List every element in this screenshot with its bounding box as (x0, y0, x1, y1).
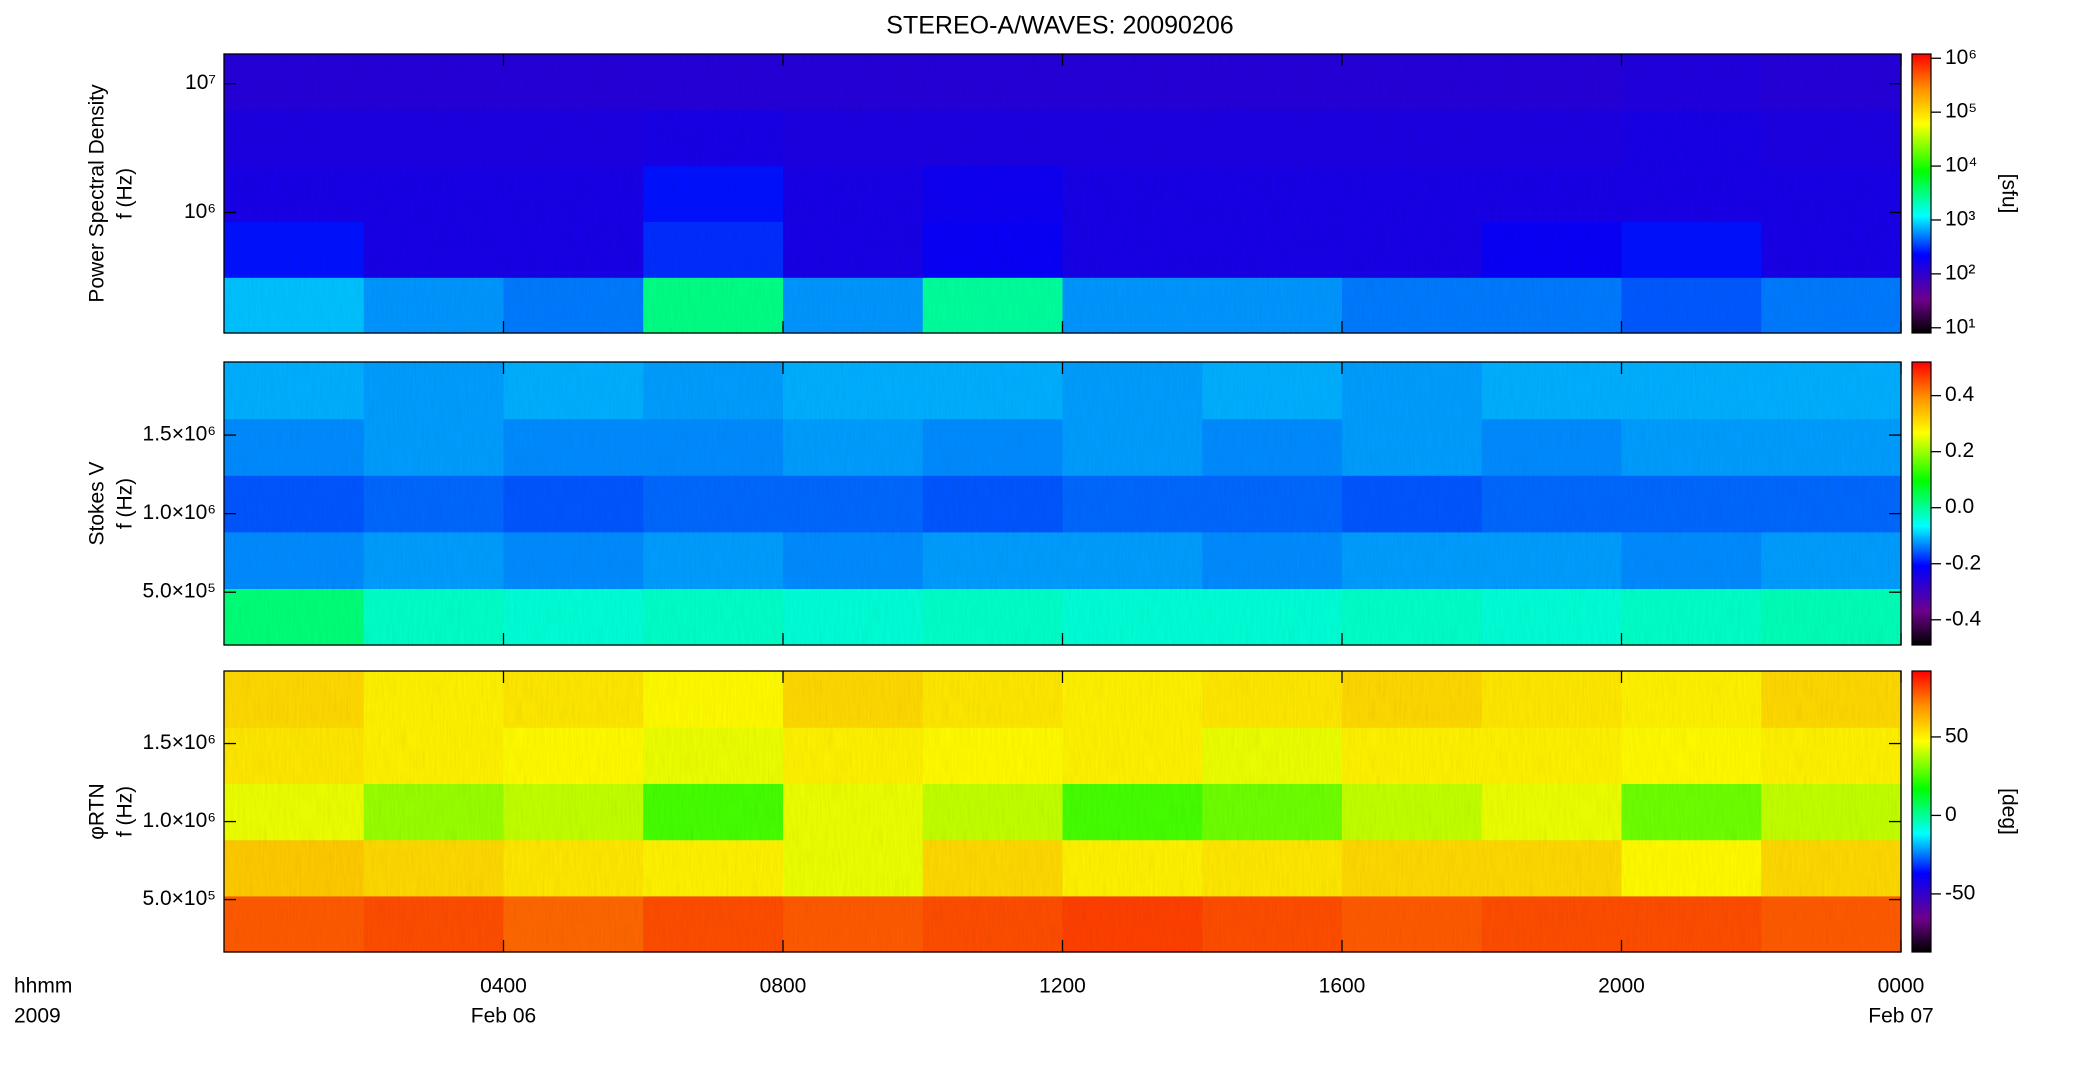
colorbar-tick-label: 10² (1945, 261, 1975, 284)
y-tick-label: 10⁷ (185, 71, 216, 94)
colorbar-tick-label: 10⁴ (1945, 154, 1977, 177)
colorbar-tick-label: -50 (1945, 881, 1975, 904)
y-axis-label: f (Hz) (114, 478, 137, 529)
y-axis-label: f (Hz) (114, 168, 137, 219)
x-tick-label: 1600 (1319, 975, 1366, 998)
y-tick-label: 10⁶ (184, 200, 216, 223)
y-tick-label: 1.5×10⁶ (143, 423, 216, 446)
chart-title: STEREO-A/WAVES: 20090206 (886, 12, 1233, 40)
colorbar-tick-label: -0.4 (1945, 607, 1982, 630)
y-tick-label: 5.0×10⁵ (142, 887, 216, 910)
colorbar-tick-label: 0.0 (1945, 495, 1974, 518)
x-axis-legend: 2009 (14, 1005, 61, 1028)
colorbar-tick-label: 0 (1945, 803, 1957, 826)
colorbar-tick-label: 0.2 (1945, 439, 1974, 462)
texture (224, 362, 1901, 645)
colorbar-tick-label: 10³ (1945, 208, 1975, 231)
x-tick-label: 2000 (1598, 975, 1645, 998)
colorbar-tick-label: -0.2 (1945, 551, 1981, 574)
x-axis-legend: hhmm (14, 975, 72, 998)
x-date-label: Feb 06 (471, 1005, 536, 1028)
x-tick-label: 0000 (1878, 975, 1925, 998)
colorbar-tick-label: 10¹ (1945, 315, 1975, 338)
y-tick-label: 1.0×10⁶ (143, 809, 216, 832)
colorbar-label: [deg] (1997, 788, 2020, 835)
y-axis-label: Stokes V (86, 461, 109, 545)
colorbar-tick-label: 50 (1945, 724, 1968, 747)
colorbar-label: [sfu] (1997, 174, 2020, 214)
texture (224, 671, 1901, 952)
colorbar (1911, 361, 1932, 646)
y-axis-label: Power Spectral Density (86, 84, 109, 303)
colorbar (1911, 670, 1932, 953)
y-axis-label: f (Hz) (114, 786, 137, 837)
y-tick-label: 5.0×10⁵ (142, 580, 216, 603)
y-tick-label: 1.0×10⁶ (143, 501, 216, 524)
colorbar-tick-label: 10⁵ (1945, 100, 1977, 123)
y-tick-label: 1.5×10⁶ (143, 731, 216, 754)
x-date-label: Feb 07 (1868, 1005, 1933, 1028)
colorbar-tick-label: 10⁶ (1945, 46, 1977, 69)
x-tick-label: 0800 (760, 975, 807, 998)
colorbar-tick-label: 0.4 (1945, 383, 1975, 406)
y-axis-label: φRTN (86, 783, 109, 839)
x-tick-label: 0400 (480, 975, 527, 998)
x-tick-label: 1200 (1039, 975, 1086, 998)
texture (224, 54, 1901, 333)
colorbar (1911, 53, 1932, 334)
